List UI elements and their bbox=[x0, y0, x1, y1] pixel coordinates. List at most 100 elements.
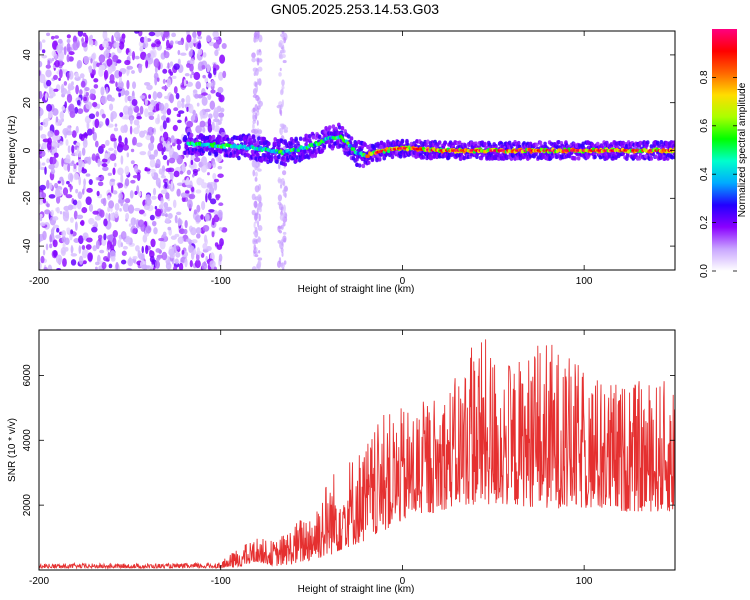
noise-blob bbox=[39, 107, 44, 117]
noise-blob bbox=[81, 245, 86, 250]
noise-blob bbox=[164, 181, 168, 189]
noise-blob bbox=[156, 256, 161, 261]
noise-blob bbox=[194, 157, 201, 163]
noise-blob bbox=[139, 105, 144, 115]
noise-blob bbox=[149, 168, 156, 173]
noise-blob bbox=[56, 44, 63, 54]
noise-blob bbox=[155, 248, 161, 253]
noise-blob bbox=[88, 35, 92, 46]
noise-blob bbox=[80, 80, 86, 88]
noise-blob bbox=[108, 263, 113, 269]
noise-blob bbox=[52, 216, 59, 221]
noise-blob bbox=[201, 65, 206, 70]
noise-blob bbox=[106, 58, 113, 67]
ridge-halo-blob bbox=[649, 156, 654, 161]
noise-blob bbox=[48, 194, 56, 199]
noise-blob bbox=[205, 245, 212, 252]
ridge-halo-blob bbox=[449, 152, 454, 158]
noise-blob bbox=[117, 167, 124, 176]
noise-blob bbox=[73, 163, 77, 170]
noise-blob bbox=[41, 39, 46, 43]
noise-blob bbox=[122, 245, 128, 250]
noise-blob bbox=[165, 192, 170, 200]
noise-blob bbox=[125, 212, 130, 221]
noise-blob bbox=[167, 213, 173, 219]
noise-blob bbox=[42, 138, 50, 143]
noise-blob bbox=[53, 250, 58, 258]
noise-blob bbox=[85, 173, 91, 177]
noise-blob bbox=[98, 54, 106, 63]
noise-blob bbox=[75, 84, 79, 95]
noise-blob bbox=[101, 113, 106, 119]
streak-blob bbox=[254, 226, 258, 233]
noise-blob bbox=[138, 31, 143, 37]
noise-blob bbox=[149, 250, 153, 255]
noise-blob bbox=[173, 86, 178, 94]
noise-blob bbox=[39, 161, 42, 170]
noise-blob bbox=[60, 87, 68, 95]
x-tick-label: -100 bbox=[211, 576, 231, 587]
noise-blob bbox=[213, 210, 219, 215]
noise-blob bbox=[158, 237, 165, 242]
noise-blob bbox=[217, 209, 223, 218]
noise-blob bbox=[162, 120, 167, 130]
noise-blob bbox=[118, 192, 123, 201]
noise-blob bbox=[125, 235, 131, 245]
noise-blob bbox=[103, 218, 108, 227]
noise-blob bbox=[86, 237, 93, 243]
noise-blob bbox=[173, 170, 180, 178]
noise-blob bbox=[145, 197, 152, 206]
noise-blob bbox=[54, 35, 60, 39]
noise-blob bbox=[59, 111, 65, 120]
noise-blob bbox=[79, 73, 85, 79]
noise-blob bbox=[47, 59, 51, 68]
spectrogram-x-ticks: -200 -100 0 100 bbox=[29, 31, 593, 287]
noise-blob bbox=[87, 252, 93, 262]
y-tick-label: 20 bbox=[22, 97, 33, 109]
noise-blob bbox=[219, 237, 224, 247]
ridge-halo-blob bbox=[267, 141, 271, 146]
noise-blob bbox=[78, 176, 82, 186]
noise-blob bbox=[191, 239, 198, 244]
noise-blob bbox=[140, 51, 147, 60]
noise-blob bbox=[39, 41, 43, 51]
noise-blob bbox=[98, 123, 102, 128]
noise-blob bbox=[78, 235, 84, 245]
noise-blob bbox=[39, 184, 46, 191]
noise-blob bbox=[112, 190, 118, 195]
noise-blob bbox=[192, 168, 199, 174]
noise-blob bbox=[128, 223, 132, 227]
noise-blob bbox=[46, 158, 50, 164]
noise-blob bbox=[55, 254, 63, 264]
noise-blob bbox=[151, 43, 157, 48]
noise-blob bbox=[54, 60, 60, 68]
noise-blob bbox=[75, 188, 79, 194]
noise-blob bbox=[189, 58, 195, 66]
ridge-halo-blob bbox=[283, 162, 288, 167]
snr-x-label: Height of straight line (km) bbox=[298, 584, 415, 595]
noise-blob bbox=[95, 240, 100, 250]
streak-blob bbox=[256, 58, 260, 66]
ridge-halo-blob bbox=[256, 152, 260, 158]
noise-blob bbox=[124, 178, 130, 187]
noise-blob bbox=[115, 81, 118, 88]
noise-blob bbox=[120, 125, 126, 134]
noise-blob bbox=[161, 136, 165, 142]
noise-blob bbox=[112, 54, 119, 63]
noise-blob bbox=[173, 63, 180, 70]
streak-blob bbox=[255, 238, 259, 244]
noise-blob bbox=[176, 182, 184, 186]
ridge-halo-blob bbox=[462, 155, 467, 161]
ridge-halo-blob bbox=[295, 155, 299, 160]
noise-blob bbox=[43, 267, 48, 270]
noise-blob bbox=[114, 211, 119, 219]
noise-blob bbox=[39, 233, 42, 243]
noise-blob bbox=[168, 147, 174, 153]
ridge-halo-blob bbox=[400, 138, 405, 144]
ridge-halo-blob bbox=[644, 153, 648, 159]
ridge-halo-blob bbox=[576, 156, 581, 161]
ridge-halo-blob bbox=[543, 141, 547, 146]
noise-blob bbox=[157, 142, 164, 152]
noise-blob bbox=[118, 41, 125, 50]
noise-blob bbox=[122, 144, 130, 151]
